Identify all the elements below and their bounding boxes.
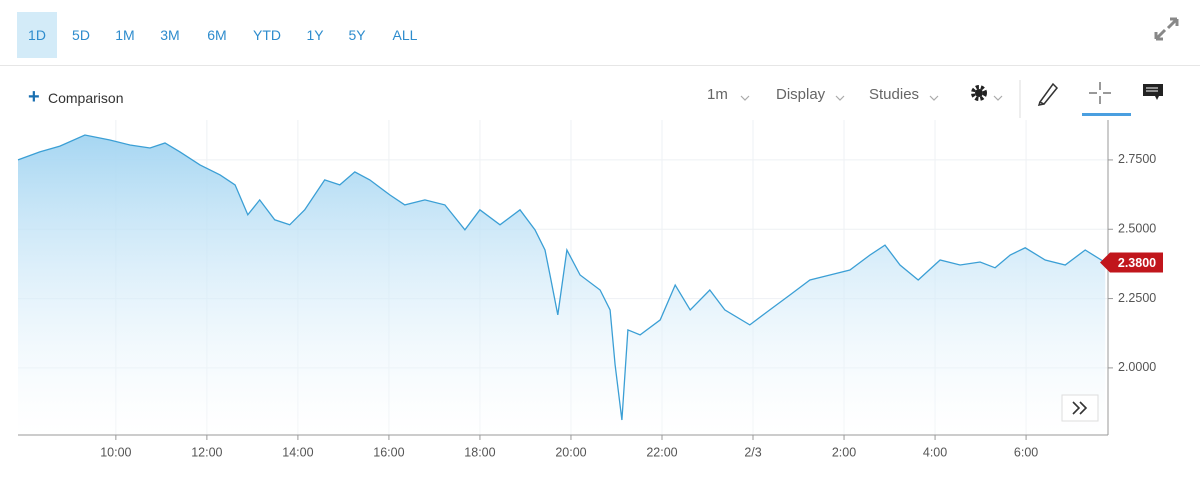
display-menu[interactable]: Display — [776, 86, 826, 103]
x-tick-label: 10:00 — [100, 445, 131, 459]
x-tick-label: 12:00 — [191, 445, 222, 459]
x-tick-label: 16:00 — [373, 445, 404, 459]
last-price-label: 2.3800 — [1118, 256, 1156, 270]
gear-icon[interactable] — [971, 85, 987, 101]
x-tick-label: 4:00 — [923, 445, 947, 459]
range-button[interactable]: 6M — [207, 27, 227, 43]
area-fill — [18, 135, 1106, 435]
range-button[interactable]: YTD — [253, 27, 281, 43]
x-tick-label: 6:00 — [1014, 445, 1038, 459]
comment-icon[interactable] — [1143, 84, 1163, 100]
interval-menu[interactable]: 1m — [707, 86, 728, 103]
studies-menu[interactable]: Studies — [869, 86, 920, 103]
separator — [0, 65, 1200, 66]
x-tick-label: 2:00 — [832, 445, 856, 459]
y-tick-label: 2.2500 — [1118, 291, 1156, 305]
plus-icon: + — [28, 86, 40, 108]
x-tick-label: 20:00 — [555, 445, 586, 459]
y-tick-label: 2.7500 — [1118, 152, 1156, 166]
price-line — [17, 134, 1106, 421]
range-button[interactable]: 1Y — [306, 27, 324, 43]
range-button[interactable]: 5Y — [348, 27, 366, 43]
range-button[interactable]: 5D — [72, 27, 90, 43]
chevrons — [740, 95, 1003, 101]
range-button[interactable]: 1D — [17, 12, 57, 58]
last-price-tag — [1100, 252, 1163, 273]
y-tick-label: 2.0000 — [1118, 360, 1156, 374]
range-button[interactable]: ALL — [392, 27, 418, 43]
y-tick-label: 2.5000 — [1118, 222, 1156, 236]
comparison-button[interactable]: Comparison — [48, 90, 124, 106]
x-tick-label: 2/3 — [744, 445, 761, 459]
range-button[interactable]: 3M — [160, 27, 180, 43]
x-tick-label: 22:00 — [646, 445, 677, 459]
x-tick-label: 18:00 — [464, 445, 495, 459]
crosshair-icon[interactable] — [1089, 82, 1111, 104]
range-button[interactable]: 1M — [115, 27, 135, 43]
active-tool-indicator — [1082, 113, 1131, 116]
scroll-button[interactable] — [1061, 394, 1099, 422]
draw-icon[interactable] — [1037, 82, 1059, 106]
x-tick-label: 14:00 — [282, 445, 313, 459]
expand-icon[interactable] — [1150, 14, 1184, 44]
